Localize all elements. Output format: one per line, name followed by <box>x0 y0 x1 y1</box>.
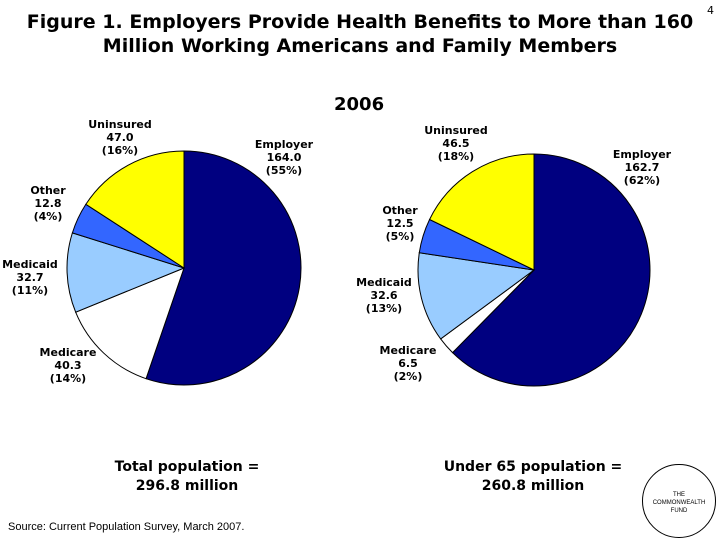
under65-slice-employer <box>451 153 651 387</box>
figure-title-line-1: Figure 1. Employers Provide Health Benef… <box>26 11 694 33</box>
under65-label-medicaid: Medicaid 32.6 (13%) <box>356 276 412 315</box>
total-label-medicaid: Medicaid 32.7 (11%) <box>2 258 58 297</box>
total-label-other: Other 12.8 (4%) <box>30 184 66 223</box>
page-number: 4 <box>707 4 714 17</box>
logo-line-1: THE <box>673 492 685 498</box>
logo-line-3: FUND <box>670 508 688 514</box>
total-label-uninsured: Uninsured 47.0 (16%) <box>88 118 152 157</box>
total-caption-line-1: Total population = <box>114 459 260 475</box>
total-population-caption: Total population = 296.8 million <box>92 458 282 496</box>
total-caption-line-2: 296.8 million <box>135 478 239 494</box>
under65-label-other: Other 12.5 (5%) <box>382 204 418 243</box>
commonwealth-fund-logo: THE COMMONWEALTH FUND <box>642 464 716 538</box>
year-label: 2006 <box>334 94 385 115</box>
under65-label-medicare: Medicare 6.5 (2%) <box>380 344 437 383</box>
source-note: Source: Current Population Survey, March… <box>8 521 245 533</box>
under65-label-employer: Employer 162.7 (62%) <box>613 148 672 187</box>
total-slice-employer <box>145 150 302 386</box>
under65-slice-medicaid <box>417 252 536 340</box>
total-label-medicare: Medicare 40.3 (14%) <box>40 346 97 385</box>
under65-population-caption: Under 65 population = 260.8 million <box>428 458 638 496</box>
logo-line-2: COMMONWEALTH <box>652 500 706 506</box>
under65-slice-uninsured <box>428 153 535 271</box>
figure-title-line-2: Million Working Americans and Family Mem… <box>102 35 618 57</box>
under65-caption-line-1: Under 65 population = <box>443 459 623 475</box>
figure-title: Figure 1. Employers Provide Health Benef… <box>20 10 700 58</box>
total-slice-medicaid <box>66 232 186 313</box>
total-label-employer: Employer 164.0 (55%) <box>255 138 314 177</box>
under65-caption-line-2: 260.8 million <box>481 478 585 494</box>
total-slice-uninsured <box>85 150 185 269</box>
total-slice-medicare <box>75 267 185 380</box>
under65-label-uninsured: Uninsured 46.5 (18%) <box>424 124 488 163</box>
